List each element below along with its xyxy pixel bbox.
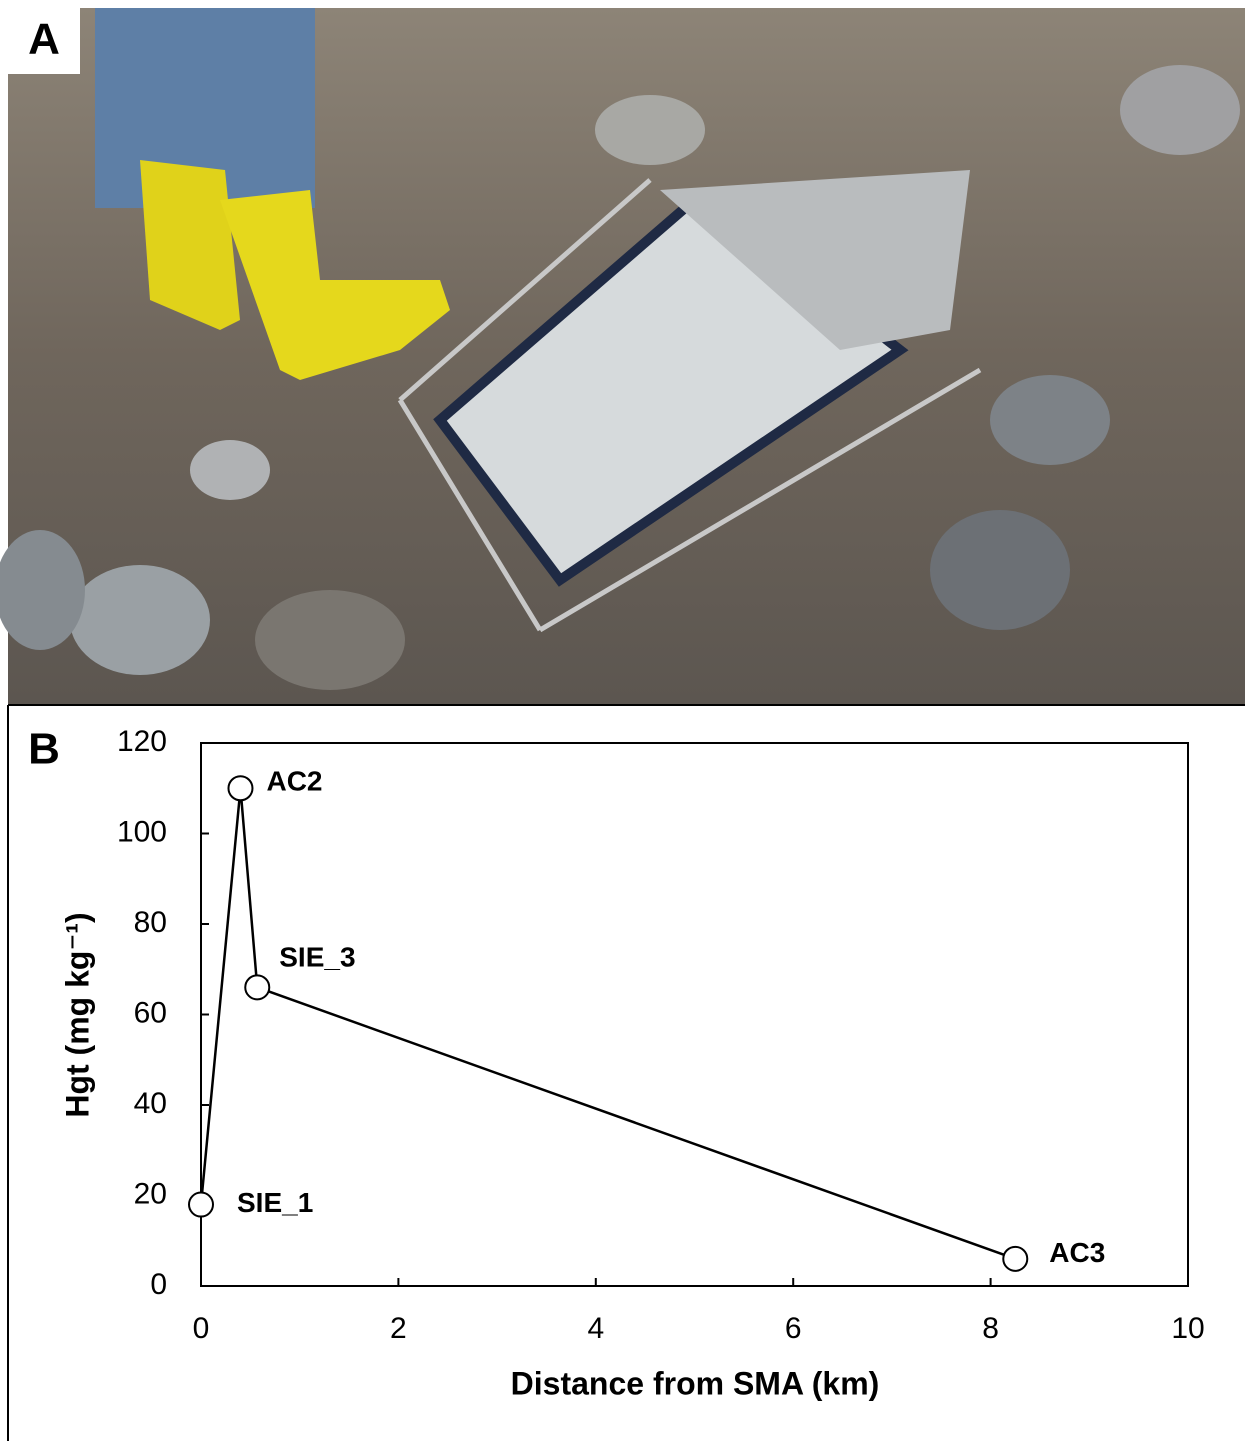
data-point: [1003, 1247, 1027, 1271]
x-axis-title: Distance from SMA (km): [511, 1365, 880, 1401]
data-line: [201, 788, 1015, 1259]
x-tick-label: 0: [193, 1312, 210, 1345]
y-tick-label: 120: [117, 725, 167, 758]
point-label: AC2: [266, 766, 322, 797]
x-tick-label: 4: [587, 1312, 604, 1345]
data-point: [228, 776, 252, 800]
point-label: SIE_1: [237, 1187, 313, 1218]
point-label: SIE_3: [279, 942, 355, 973]
y-tick-label: 100: [117, 815, 167, 848]
y-tick-label: 80: [134, 906, 167, 939]
plot-frame: [201, 743, 1188, 1286]
figure: A B Distance from SMA (km) Hgt (mg kg⁻¹)…: [0, 0, 1245, 1441]
y-tick-label: 20: [134, 1177, 167, 1210]
x-tick-label: 2: [390, 1312, 407, 1345]
y-tick-label: 0: [150, 1268, 167, 1301]
x-tick-label: 10: [1171, 1312, 1204, 1345]
photo: A: [0, 8, 1245, 705]
data-point: [245, 975, 269, 999]
point-label: AC3: [1049, 1237, 1105, 1268]
x-tick-label: 6: [785, 1312, 802, 1345]
panel-letter: A: [28, 15, 60, 64]
y-tick-label: 40: [134, 1087, 167, 1120]
x-tick-label: 8: [982, 1312, 999, 1345]
panel-letter: B: [28, 725, 60, 774]
y-tick-label: 60: [134, 996, 167, 1029]
y-axis-title: Hgt (mg kg⁻¹): [59, 912, 95, 1117]
data-point: [189, 1193, 213, 1217]
